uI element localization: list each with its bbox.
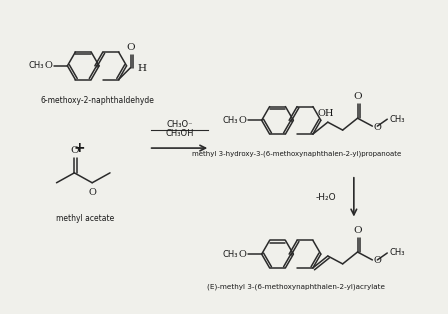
Text: -H₂O: -H₂O [315, 193, 336, 202]
Text: O: O [88, 188, 96, 197]
Text: O: O [239, 250, 247, 259]
Text: CH₃: CH₃ [222, 250, 238, 259]
Text: methyl 3-hydroxy-3-(6-methoxynaphthalen-2-yl)propanoate: methyl 3-hydroxy-3-(6-methoxynaphthalen-… [192, 150, 401, 157]
Text: CH₃OH: CH₃OH [165, 129, 194, 138]
Text: H: H [138, 64, 146, 73]
Text: (E)-methyl 3-(6-methoxynaphthalen-2-yl)acrylate: (E)-methyl 3-(6-methoxynaphthalen-2-yl)a… [207, 284, 385, 290]
Text: CH₃: CH₃ [28, 61, 43, 70]
Text: CH₃: CH₃ [389, 115, 405, 124]
Text: O: O [353, 226, 362, 235]
Text: O: O [239, 116, 247, 125]
Text: O: O [70, 146, 79, 155]
Text: CH₃: CH₃ [222, 116, 238, 125]
Text: OH: OH [318, 109, 334, 118]
Text: CH₃: CH₃ [389, 248, 405, 257]
Text: O: O [373, 123, 381, 132]
Text: O: O [373, 257, 381, 265]
Text: CH₃O⁻: CH₃O⁻ [166, 120, 193, 129]
Text: methyl acetate: methyl acetate [56, 214, 115, 224]
Text: O: O [45, 61, 52, 70]
Text: +: + [73, 141, 85, 155]
Text: O: O [353, 92, 362, 101]
Text: 6-methoxy-2-naphthaldehyde: 6-methoxy-2-naphthaldehyde [40, 95, 154, 105]
Text: O: O [126, 43, 135, 52]
